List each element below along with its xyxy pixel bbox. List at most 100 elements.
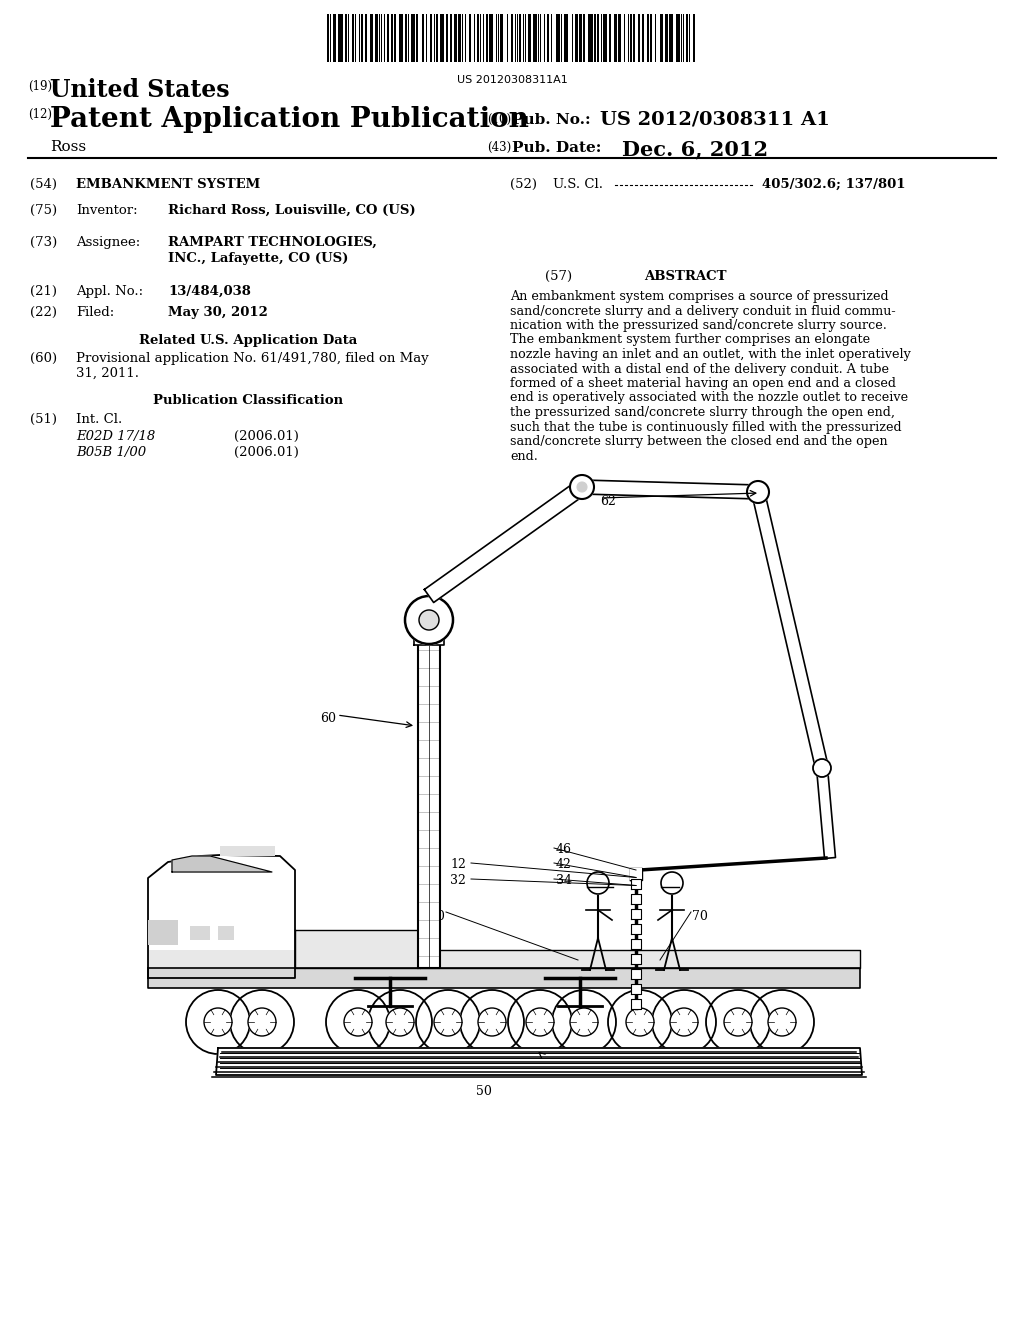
Circle shape [186, 990, 250, 1053]
Text: 22: 22 [542, 1060, 558, 1073]
Bar [450, 15, 452, 62]
Bar [631, 909, 641, 919]
Circle shape [508, 990, 572, 1053]
Bar [399, 15, 403, 62]
Text: 405/302.6; 137/801: 405/302.6; 137/801 [762, 178, 905, 191]
Text: 12: 12 [451, 858, 466, 871]
Text: (54): (54) [30, 178, 57, 191]
Bar [642, 15, 644, 62]
Text: (75): (75) [30, 205, 57, 216]
Polygon shape [216, 1048, 862, 1074]
Polygon shape [582, 480, 758, 499]
Circle shape [406, 597, 453, 644]
Text: ABSTRACT: ABSTRACT [644, 271, 726, 282]
Bar [564, 15, 568, 62]
Polygon shape [424, 480, 587, 602]
Text: (43): (43) [487, 141, 511, 154]
Text: end is operatively associated with the nozzle outlet to receive: end is operatively associated with the n… [510, 392, 908, 404]
Bar [594, 15, 596, 62]
Bar [370, 15, 373, 62]
Bar [665, 15, 668, 62]
Text: Assignee:: Assignee: [76, 236, 140, 249]
Bar [486, 15, 488, 62]
Bar [676, 15, 680, 62]
Bar [218, 927, 234, 940]
Bar [534, 15, 537, 62]
Bar [650, 15, 652, 62]
Circle shape [204, 1008, 232, 1036]
Text: 50: 50 [476, 1085, 492, 1098]
Bar [528, 15, 531, 62]
Circle shape [746, 480, 769, 503]
Text: Richard Ross, Louisville, CO (US): Richard Ross, Louisville, CO (US) [168, 205, 416, 216]
Circle shape [368, 990, 432, 1053]
Text: the pressurized sand/concrete slurry through the open end,: the pressurized sand/concrete slurry thr… [510, 407, 895, 418]
Text: Publication Classification: Publication Classification [153, 393, 343, 407]
Text: (10): (10) [487, 114, 511, 125]
Polygon shape [148, 855, 295, 978]
Bar [630, 15, 632, 62]
Text: nozzle having an inlet and an outlet, with the inlet operatively: nozzle having an inlet and an outlet, wi… [510, 348, 911, 360]
Text: Related U.S. Application Data: Related U.S. Application Data [139, 334, 357, 347]
Text: E02D 17/18: E02D 17/18 [76, 430, 156, 444]
Circle shape [608, 990, 672, 1053]
Text: 60: 60 [319, 711, 336, 725]
Circle shape [652, 990, 716, 1053]
Bar [416, 15, 418, 62]
Bar [603, 15, 607, 62]
Bar [375, 15, 378, 62]
Bar [338, 15, 343, 62]
Text: B05B 1/00: B05B 1/00 [76, 446, 146, 459]
Bar [519, 15, 521, 62]
Circle shape [526, 1008, 554, 1036]
Text: (2006.01): (2006.01) [234, 430, 299, 444]
Bar [365, 15, 367, 62]
Text: (12): (12) [28, 108, 52, 121]
Text: sand/concrete slurry and a delivery conduit in fluid commu-: sand/concrete slurry and a delivery cond… [510, 305, 896, 318]
Circle shape [587, 873, 609, 894]
Bar [631, 969, 641, 979]
Text: (19): (19) [28, 81, 52, 92]
Circle shape [813, 759, 831, 777]
Polygon shape [752, 491, 828, 770]
Bar [148, 950, 296, 978]
Bar [631, 939, 641, 949]
Bar [614, 15, 617, 62]
Text: 13/484,038: 13/484,038 [168, 285, 251, 298]
Bar [391, 15, 393, 62]
Bar [345, 15, 347, 62]
Text: Patent Application Publication: Patent Application Publication [50, 106, 528, 133]
Circle shape [478, 1008, 506, 1036]
Bar [631, 954, 641, 964]
Text: (57): (57) [545, 271, 572, 282]
Bar [630, 869, 642, 880]
Text: formed of a sheet material having an open end and a closed: formed of a sheet material having an ope… [510, 378, 896, 389]
Text: Appl. No.:: Appl. No.: [76, 285, 143, 298]
Bar [660, 15, 663, 62]
Bar [583, 15, 585, 62]
Bar [430, 15, 432, 62]
Circle shape [416, 990, 480, 1053]
Text: The embankment system further comprises an elongate: The embankment system further comprises … [510, 334, 870, 346]
Bar [420, 950, 860, 968]
Bar [361, 15, 362, 62]
Bar [411, 15, 415, 62]
Bar [148, 968, 860, 987]
Text: associated with a distal end of the delivery conduit. A tube: associated with a distal end of the deli… [510, 363, 889, 375]
Bar [633, 15, 635, 62]
Text: INC., Lafayette, CO (US): INC., Lafayette, CO (US) [168, 252, 348, 265]
Circle shape [434, 1008, 462, 1036]
Bar [440, 15, 444, 62]
Text: RAMPART TECHNOLOGIES,: RAMPART TECHNOLOGIES, [168, 236, 377, 249]
Bar [631, 983, 641, 994]
Bar [588, 15, 593, 62]
Bar [638, 15, 640, 62]
Polygon shape [172, 855, 272, 873]
Text: US 20120308311A1: US 20120308311A1 [457, 75, 567, 84]
Circle shape [326, 990, 390, 1053]
Text: Filed:: Filed: [76, 306, 115, 319]
Circle shape [750, 990, 814, 1053]
Text: Inventor:: Inventor: [76, 205, 137, 216]
Bar [547, 15, 549, 62]
Bar [422, 15, 424, 62]
